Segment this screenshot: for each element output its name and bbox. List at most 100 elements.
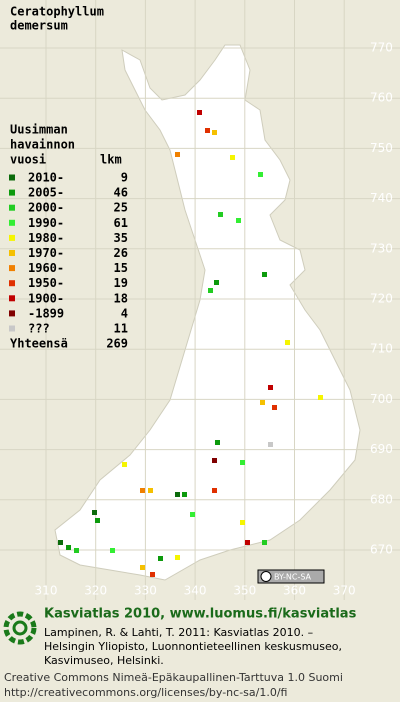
y-coordinate-label: 770 <box>370 41 393 55</box>
occurrence-square <box>318 395 323 400</box>
occurrence-square <box>95 518 100 523</box>
legend-swatch <box>9 219 15 226</box>
occurrence-square <box>245 540 250 545</box>
legend-label: 1980- <box>28 231 64 245</box>
cc-badge-text: BY-NC-SA <box>274 573 312 582</box>
occurrence-square <box>268 385 273 390</box>
x-coordinate-label: 370 <box>333 584 356 598</box>
legend-swatch <box>9 204 15 211</box>
occurrence-square <box>262 540 267 545</box>
legend-swatch <box>9 310 15 317</box>
legend-total: 269 <box>106 337 128 351</box>
occurrence-square <box>122 462 127 467</box>
y-coordinate-label: 710 <box>370 342 393 356</box>
legend-count: 25 <box>114 201 128 215</box>
occurrence-square <box>92 510 97 515</box>
legend-heading: havainnon <box>10 138 75 152</box>
occurrence-square <box>197 110 202 115</box>
license-line: Creative Commons Nimeä-Epäkaupallinen-Ta… <box>4 671 343 684</box>
legend-label: 2010- <box>28 171 64 185</box>
occurrence-square <box>208 288 213 293</box>
logo <box>3 611 37 645</box>
legend-label: 1900- <box>28 291 64 305</box>
occurrence-square <box>212 488 217 493</box>
y-coordinate-label: 720 <box>370 292 393 306</box>
legend-swatch <box>9 234 15 241</box>
occurrence-square <box>212 458 217 463</box>
y-coordinate-label: 750 <box>370 141 393 155</box>
y-coordinate-label: 740 <box>370 191 393 205</box>
footer-heading: Kasviatlas 2010, www.luomus.fi/kasviatla… <box>44 607 357 622</box>
legend-swatch <box>9 250 15 256</box>
occurrence-square <box>182 492 187 497</box>
legend-label: -1899 <box>28 306 64 320</box>
occurrence-square <box>74 548 79 553</box>
x-coordinate-label: 360 <box>283 584 306 598</box>
legend-label: 2000- <box>28 201 64 215</box>
occurrence-square <box>218 212 223 217</box>
legend-count: 35 <box>114 231 128 245</box>
legend-total-label: Yhteensä <box>10 337 68 351</box>
legend-heading: vuosi <box>10 153 46 167</box>
y-coordinate-label: 730 <box>370 241 393 255</box>
occurrence-square <box>140 488 145 493</box>
legend-label: 1970- <box>28 246 64 260</box>
occurrence-square <box>230 155 235 160</box>
legend-count: 15 <box>114 261 128 275</box>
occurrence-square <box>214 280 219 285</box>
y-coordinate-label: 700 <box>370 392 393 406</box>
legend: Uusimman havainnon vuosi lkm 2010- 9 2005-… <box>9 123 128 351</box>
license-line: http://creativecommons.org/licenses/by-n… <box>4 686 287 699</box>
occurrence-square <box>58 540 63 545</box>
legend-swatch <box>9 174 15 181</box>
x-coordinate-label: 320 <box>84 584 107 598</box>
citation-line: Helsingin Yliopisto, Luonnontieteellinen… <box>44 640 342 653</box>
citation-line: Kasvimuseo, Helsinki. <box>44 654 164 667</box>
occurrence-square <box>262 272 267 277</box>
finland-outline <box>54 44 361 581</box>
occurrence-square <box>212 130 217 135</box>
occurrence-square <box>158 556 163 561</box>
occurrence-square <box>268 442 273 447</box>
title-line: demersum <box>10 19 68 33</box>
occurrence-square <box>272 405 277 410</box>
legend-label: 2005- <box>28 186 64 200</box>
cc-icon <box>260 571 272 582</box>
legend-label: ??? <box>28 322 50 336</box>
y-coordinate-label: 690 <box>370 442 393 456</box>
legend-count-heading: lkm <box>100 153 122 167</box>
legend-count: 11 <box>114 322 128 336</box>
y-coordinate-label: 670 <box>370 543 393 557</box>
legend-label: 1990- <box>28 216 64 230</box>
legend-swatch <box>9 280 15 287</box>
logo-ring <box>3 611 37 645</box>
legend-count: 18 <box>114 291 128 305</box>
title-line: Ceratophyllum <box>10 5 104 19</box>
cc-badge: BY-NC-SA <box>257 569 325 584</box>
legend-swatch <box>9 265 15 272</box>
occurrence-square <box>175 152 180 157</box>
legend-count: 19 <box>114 276 128 290</box>
legend-swatch <box>9 295 15 302</box>
occurrences <box>58 110 323 577</box>
occurrence-square <box>140 565 145 570</box>
legend-swatch <box>9 325 15 332</box>
legend-label: 1950- <box>28 276 64 290</box>
occurrence-square <box>110 548 115 553</box>
occurrence-square <box>240 460 245 465</box>
x-coordinate-label: 350 <box>233 584 256 598</box>
logo-core <box>12 620 28 636</box>
citation-line: Lampinen, R. & Lahti, T. 2011: Kasviatla… <box>44 626 313 639</box>
occurrence-square <box>66 545 71 550</box>
legend-count: 46 <box>114 186 128 200</box>
occurrence-square <box>190 512 195 517</box>
occurrence-square <box>285 340 290 345</box>
occurrence-square <box>215 440 220 445</box>
legend-label: 1960- <box>28 261 64 275</box>
occurrence-square <box>175 492 180 497</box>
legend-count: 26 <box>114 246 128 260</box>
occurrence-square <box>236 218 241 223</box>
legend-count: 61 <box>114 216 128 230</box>
y-coordinate-label: 680 <box>370 492 393 506</box>
grid <box>0 0 400 600</box>
